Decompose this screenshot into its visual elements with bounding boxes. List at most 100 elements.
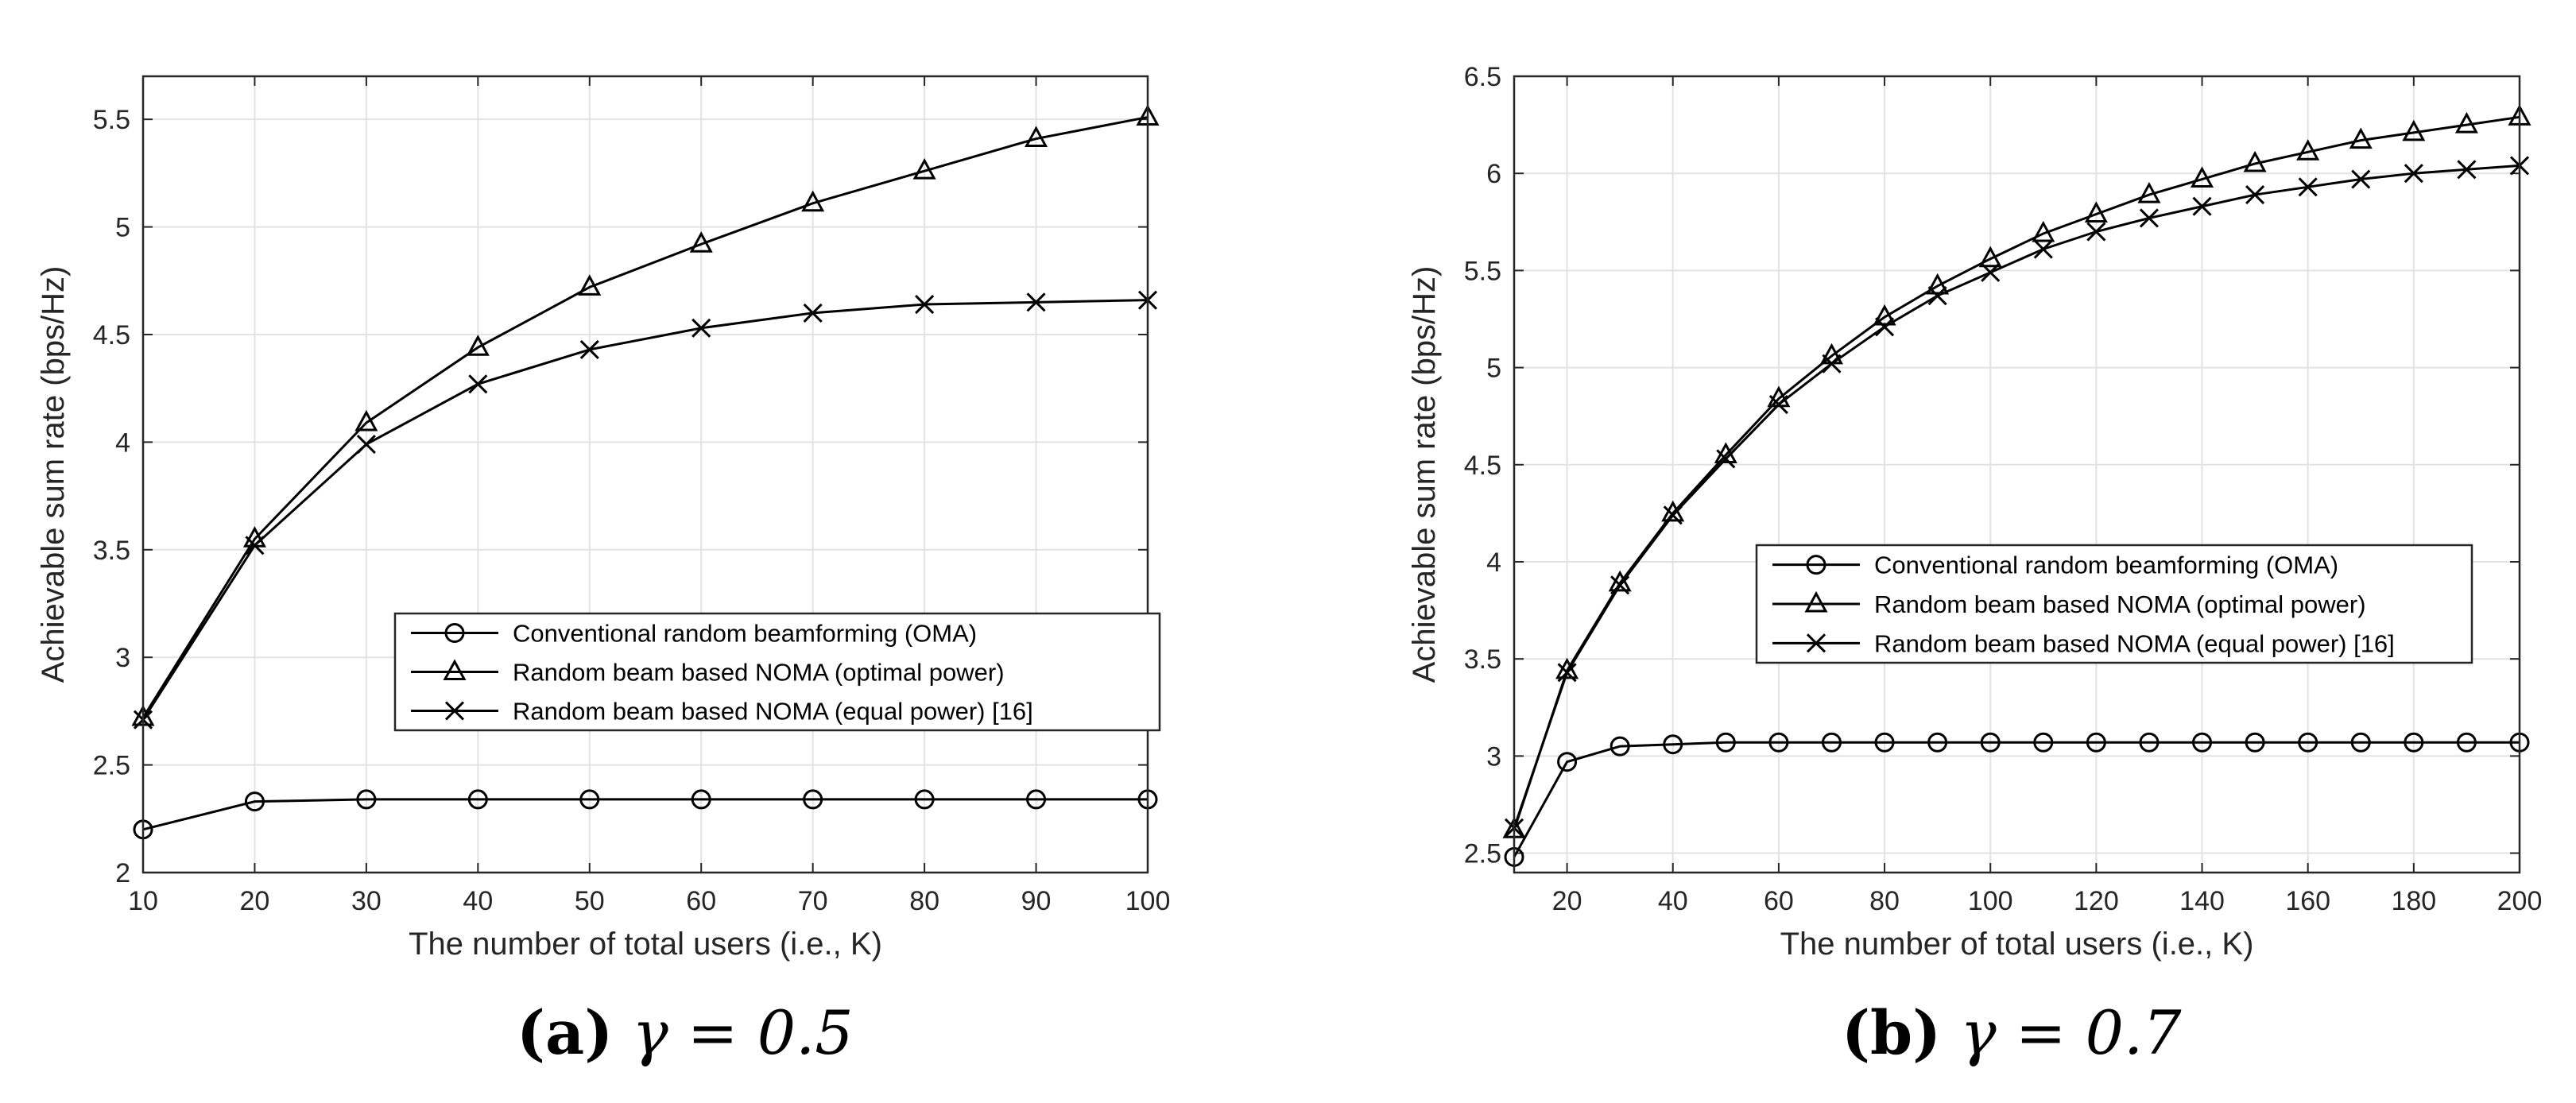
chart-a-series-2-point xyxy=(466,335,490,356)
chart-a-y-axis-label: Achievable sum rate (bps/Hz) xyxy=(36,266,71,683)
chart-b-series-1-point xyxy=(2350,732,2371,753)
chart-b-series-3-point xyxy=(1927,286,1947,306)
chart-a-series-2-point xyxy=(801,190,825,212)
chart-a-series-1-point xyxy=(803,789,823,810)
chart-a-xtick-label: 100 xyxy=(1125,886,1171,916)
chart-a-series-1-point xyxy=(244,791,265,812)
chart-a-series-1-point xyxy=(1026,789,1047,810)
chart-b-series-2-line xyxy=(1513,115,2520,830)
chart-b-series-3-point xyxy=(2033,239,2053,259)
chart-a-legend-marker-1 xyxy=(444,623,465,643)
chart-b-series-3-point xyxy=(2351,169,2371,189)
chart-b-series-1-point xyxy=(2245,732,2265,753)
chart-a-series-2-point xyxy=(578,274,602,296)
chart-a-series-3-point xyxy=(579,339,599,359)
chart-b-legend-marker-3 xyxy=(1806,633,1826,653)
chart-a-series-1-point xyxy=(579,789,600,810)
chart-a-legend-label-2: Random beam based NOMA (optimal power) xyxy=(513,659,1005,687)
chart-a-legend-label-1: Conventional random beamforming (OMA) xyxy=(513,620,977,648)
chart-b-series-1-point xyxy=(2086,732,2106,753)
chart-b-ytick-label: 4 xyxy=(1486,548,1501,578)
chart-b-ytick-label: 6.5 xyxy=(1464,62,1501,92)
chart-a-series-2-point xyxy=(354,409,378,432)
chart-a-series-2 xyxy=(131,104,1160,726)
chart-b-series-1-point xyxy=(2456,732,2477,753)
chart-a-xtick-label: 50 xyxy=(575,886,605,916)
caption-a: (a) γ = 0.5 xyxy=(517,997,854,1068)
chart-b-series-1-point xyxy=(2192,732,2213,753)
chart-a-ytick-label: 4.5 xyxy=(93,320,130,350)
chart-b-series-1-point xyxy=(1610,736,1630,757)
chart-b-legend-label-3: Random beam based NOMA (equal power) [16… xyxy=(1874,629,2395,657)
chart-b-xtick-label: 100 xyxy=(1968,886,2013,916)
chart-b-series-3-point xyxy=(1768,394,1788,415)
chart-b-series-3-point xyxy=(1557,663,1577,683)
caption-a-label: (a) xyxy=(517,997,614,1068)
chart-a-legend-box xyxy=(393,612,1161,732)
caption-a-text: γ = 0.5 xyxy=(632,997,854,1068)
chart-a-legend-marker-2 xyxy=(443,659,467,680)
chart-a-series-2-point xyxy=(912,158,936,180)
chart-b-legend: Conventional random beamforming (OMA) Ran… xyxy=(1755,544,2473,664)
chart-b-series-1-point xyxy=(1663,734,1683,755)
chart-b-xtick-label: 140 xyxy=(2179,886,2225,916)
chart-a-xtick-label: 80 xyxy=(909,886,939,916)
chart-b-xtick-label: 40 xyxy=(1658,886,1688,916)
chart-b-series-2-point xyxy=(2190,166,2214,188)
chart-a-x-axis-label: The number of total users (i.e., K) xyxy=(409,927,882,962)
chart-b-series-3-point xyxy=(1716,449,1736,469)
chart-a-series-1 xyxy=(133,789,1158,840)
chart-b-legend-label-1: Conventional random beamforming (OMA) xyxy=(1874,552,2338,579)
chart-b-series-1-point xyxy=(2033,732,2054,753)
chart-b-series-2-point xyxy=(1926,273,1950,295)
chart-a-xtick-label: 60 xyxy=(686,886,716,916)
chart-b-legend-marker-2 xyxy=(1804,590,1828,613)
chart-b-ytick-label: 4.5 xyxy=(1464,451,1501,481)
chart-a-legend-label-3: Random beam based NOMA (equal power) [16… xyxy=(513,698,1033,726)
chart-a-ytick-label: 3.5 xyxy=(93,536,130,566)
chart-a-series-1-point xyxy=(914,789,935,810)
chart-a-series-2-point xyxy=(1025,126,1048,148)
chart-b-series-2-point xyxy=(2084,201,2108,223)
chart-b-axes-box xyxy=(1513,75,2521,874)
chart-b-series-1-point xyxy=(1768,732,1789,753)
chart-a-series-3-point xyxy=(691,318,711,338)
caption-b-text: γ = 0.7 xyxy=(1960,997,2182,1068)
chart-b-series-3-line xyxy=(1513,164,2520,829)
chart-b-ytick-label: 3.5 xyxy=(1464,644,1501,675)
chart-b-series-1-point xyxy=(2404,732,2424,753)
chart-a-series-3-point xyxy=(915,294,935,315)
chart-b-series-2-point xyxy=(2296,139,2320,161)
chart-a-series-3-line xyxy=(141,299,1149,721)
caption-b-label: (b) xyxy=(1842,997,1942,1068)
chart-b-x-axis-label: The number of total users (i.e., K) xyxy=(1780,927,2254,962)
chart-b-plot-area xyxy=(1514,76,2520,873)
chart-b-series-1-point xyxy=(1927,732,1948,753)
chart-b-xtick-label: 200 xyxy=(2497,886,2543,916)
chart-b-series-2-point xyxy=(2243,150,2267,172)
chart-b-series-3-point xyxy=(2086,222,2106,242)
chart-a-axes-box xyxy=(141,75,1149,874)
chart-a-series-1-line xyxy=(142,798,1148,831)
chart-b-legend-label-2: Random beam based NOMA (optimal power) xyxy=(1874,590,2366,618)
chart-b-series-3-point xyxy=(1874,317,1895,337)
chart-b-xtick-label: 20 xyxy=(1552,886,1582,916)
chart-a-xtick-label: 20 xyxy=(240,886,270,916)
chart-b-series-3-point xyxy=(2457,160,2477,180)
chart-b-ytick-label: 5 xyxy=(1486,354,1501,384)
chart-a-legend-marker-3 xyxy=(444,701,465,721)
chart-b-legend-box xyxy=(1755,544,2473,664)
chart-b-series-2-point xyxy=(1978,246,2002,268)
chart-b-series-3-point xyxy=(1822,354,1842,373)
chart-a-series-1-point xyxy=(467,789,488,810)
chart-b-series-1-point xyxy=(1980,732,2001,753)
chart-a-series-1-point xyxy=(356,789,377,810)
chart-b-series-2-point xyxy=(2032,220,2055,242)
chart-b-series-1-point xyxy=(1874,732,1895,753)
chart-b-series-3-point xyxy=(2298,177,2318,197)
chart-a-xtick-label: 70 xyxy=(798,886,828,916)
chart-b-xtick-label: 180 xyxy=(2391,886,2436,916)
chart-b-legend-marker-1 xyxy=(1806,555,1826,575)
chart-b-series-1-point xyxy=(1821,732,1842,753)
